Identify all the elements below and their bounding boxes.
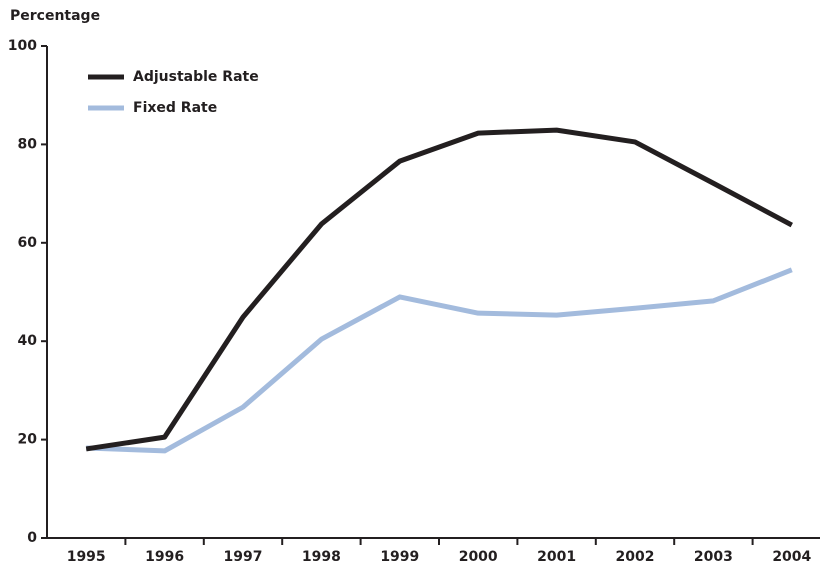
x-tick-label: 2000 <box>459 549 498 564</box>
series-line <box>86 267 793 454</box>
x-tick-label: 1999 <box>380 549 419 564</box>
x-tick-label: 1995 <box>67 549 106 564</box>
series-line <box>85 127 793 452</box>
y-tick-label: 40 <box>18 333 38 349</box>
x-tick-label: 2001 <box>537 549 576 564</box>
x-tick-label: 2002 <box>616 549 655 564</box>
x-tick-label: 2004 <box>772 549 811 564</box>
y-tick-label: 0 <box>27 530 37 546</box>
y-axis-label: Percentage <box>10 8 100 24</box>
y-tick-label: 80 <box>18 136 38 152</box>
x-tick-label: 1996 <box>145 549 184 564</box>
y-tick-label: 20 <box>18 432 38 448</box>
x-tick-label: 1997 <box>224 549 263 564</box>
legend-label: Fixed Rate <box>133 100 217 116</box>
x-tick-label: 1998 <box>302 549 341 564</box>
y-tick-label: 100 <box>8 38 37 54</box>
legend-label: Adjustable Rate <box>133 69 259 85</box>
x-tick-label: 2003 <box>694 549 733 564</box>
y-tick-label: 60 <box>18 235 38 251</box>
